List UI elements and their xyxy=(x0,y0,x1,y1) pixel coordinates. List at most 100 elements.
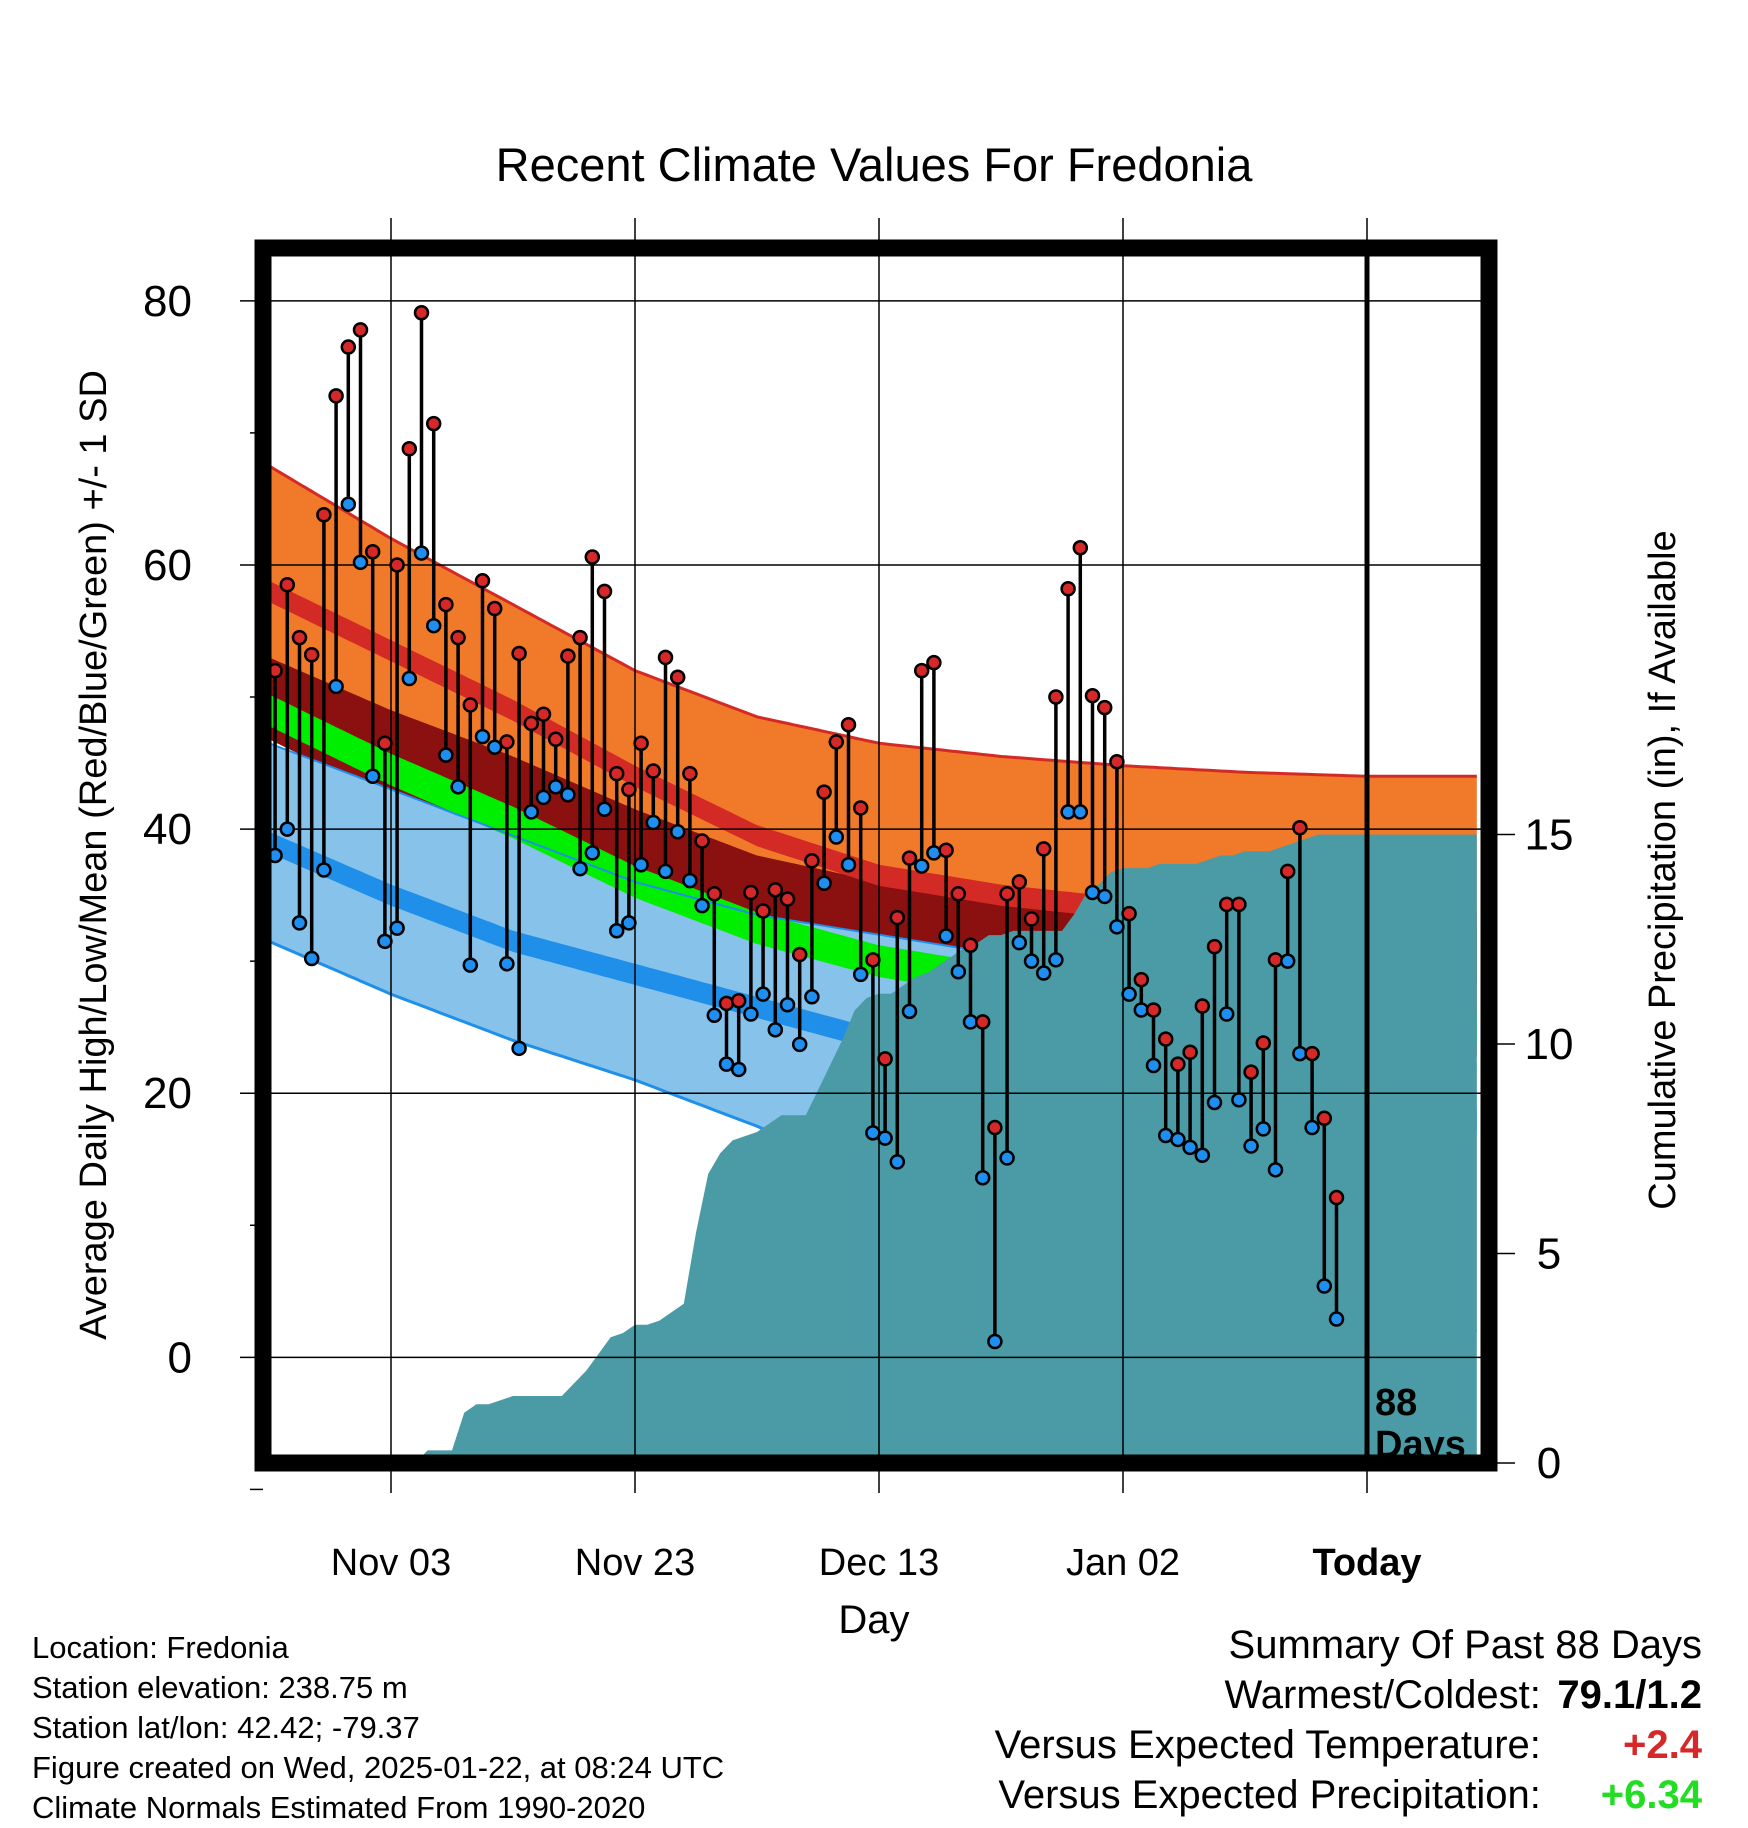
daily-low-point xyxy=(352,554,369,571)
daily-high-point xyxy=(523,715,540,732)
daily-high-point xyxy=(486,600,503,617)
daily-low-point xyxy=(889,1154,906,1170)
y-tick-label-right: 10 xyxy=(1525,1020,1574,1069)
x-tick-label: Nov 23 xyxy=(575,1542,695,1584)
daily-high-point xyxy=(657,649,674,666)
daily-low-point xyxy=(425,617,442,634)
station-info: Location: Fredonia Station elevation: 23… xyxy=(32,1628,724,1828)
daily-high-point xyxy=(889,909,906,926)
daily-high-point xyxy=(340,339,357,355)
precip-value: +6.34 xyxy=(1600,1773,1702,1817)
temp-value: +2.4 xyxy=(1623,1723,1702,1767)
daily-high-point xyxy=(669,669,686,685)
daily-low-point xyxy=(1316,1278,1333,1294)
daily-low-point xyxy=(877,1130,893,1146)
daily-low-point xyxy=(1194,1147,1211,1164)
daily-high-point xyxy=(828,734,845,750)
daily-high-point xyxy=(1279,863,1296,880)
daily-low-point xyxy=(560,787,576,803)
y-tick-label-left: 60 xyxy=(143,541,192,590)
daily-high-point xyxy=(1084,687,1101,704)
daily-low-point xyxy=(852,966,869,983)
daily-low-point xyxy=(1182,1139,1198,1156)
daily-high-point xyxy=(730,993,747,1009)
daily-low-point xyxy=(767,1022,784,1038)
daily-high-point xyxy=(987,1119,1003,1136)
daily-high-point xyxy=(535,706,552,722)
daily-low-point xyxy=(474,728,491,745)
daily-low-point xyxy=(547,779,564,795)
daily-low-point xyxy=(499,956,515,972)
daily-high-point xyxy=(547,731,564,748)
y-tick-label-right: 15 xyxy=(1525,811,1574,860)
daily-low-point xyxy=(1109,919,1125,935)
summary-title: Summary Of Past 88 Days xyxy=(1228,1623,1702,1667)
daily-low-point xyxy=(779,996,796,1013)
daily-high-point xyxy=(1096,699,1113,716)
x-tick-label: Nov 03 xyxy=(331,1542,451,1584)
daily-high-point xyxy=(1206,938,1223,955)
daily-high-point xyxy=(938,842,954,858)
daily-low-point xyxy=(926,845,942,861)
daily-high-point xyxy=(1145,1002,1162,1018)
x-tick-label: Jan 02 xyxy=(1066,1542,1180,1584)
daily-low-point xyxy=(865,1125,881,1141)
daily-low-point xyxy=(303,950,320,967)
daily-high-point xyxy=(816,784,832,800)
warm-cold-label: Warmest/Coldest: xyxy=(1224,1673,1541,1717)
daily-low-point xyxy=(523,804,540,820)
daily-low-point xyxy=(1048,952,1064,968)
daily-high-point xyxy=(706,886,723,902)
daily-high-point xyxy=(779,891,796,907)
y-tick-label-left: 40 xyxy=(143,805,192,854)
daily-high-point xyxy=(1170,1056,1186,1072)
daily-low-point xyxy=(657,863,674,880)
daily-low-point xyxy=(572,860,588,877)
daily-high-point xyxy=(1328,1189,1345,1206)
daily-high-point xyxy=(608,765,625,782)
daily-high-point xyxy=(1109,753,1125,770)
daily-low-point xyxy=(706,1007,723,1024)
warm-cold-value: 79.1/1.2 xyxy=(1557,1673,1702,1717)
chart-title: Recent Climate Values For Fredonia xyxy=(496,138,1254,191)
daily-low-point xyxy=(1072,804,1089,820)
daily-high-point xyxy=(852,800,869,816)
axes: 0 20 40 60 80 0 5 10 15 Nov 03 Nov 23 Dec 13 Jan 02 T… xyxy=(143,277,1573,1584)
high-plus-sd-line xyxy=(268,464,1477,778)
daily-high-point xyxy=(1060,580,1076,597)
daily-high-point xyxy=(974,1014,991,1030)
summary-precip-row: Versus Expected Precipitation: +6.34 xyxy=(995,1770,1702,1820)
daily-high-point xyxy=(645,763,662,779)
daily-high-point xyxy=(1292,820,1308,836)
daily-high-point xyxy=(962,937,979,954)
daily-low-point xyxy=(804,989,820,1005)
daily-high-point xyxy=(389,557,405,573)
y-tick-label-right: 5 xyxy=(1537,1230,1561,1279)
daily-high-point xyxy=(328,388,344,404)
latlon-line: Station lat/lon: 42.42; -79.37 xyxy=(32,1710,420,1745)
daily-high-point xyxy=(840,717,857,733)
temp-label: Versus Expected Temperature: xyxy=(994,1723,1541,1767)
daily-low-point xyxy=(621,915,637,931)
daily-low-point xyxy=(438,747,454,763)
daily-low-point xyxy=(828,829,845,845)
daily-high-point xyxy=(1194,998,1211,1014)
daily-high-point xyxy=(694,833,710,849)
daily-high-point xyxy=(377,735,393,751)
daily-low-point xyxy=(462,957,479,973)
daily-high-point xyxy=(950,886,967,902)
daily-low-point xyxy=(608,923,625,939)
daily-high-point xyxy=(1255,1035,1272,1051)
daily-low-point xyxy=(950,963,967,980)
daily-high-point xyxy=(1133,971,1150,988)
daily-high-point xyxy=(1072,540,1089,556)
daily-high-point xyxy=(1267,952,1284,968)
daily-high-point xyxy=(1157,1031,1174,1047)
daily-high-point xyxy=(279,577,296,593)
daily-high-point xyxy=(499,734,515,750)
daily-low-point xyxy=(1243,1138,1259,1154)
daily-high-point xyxy=(682,765,698,782)
daily-high-point xyxy=(755,903,771,919)
daily-low-point xyxy=(938,928,954,944)
